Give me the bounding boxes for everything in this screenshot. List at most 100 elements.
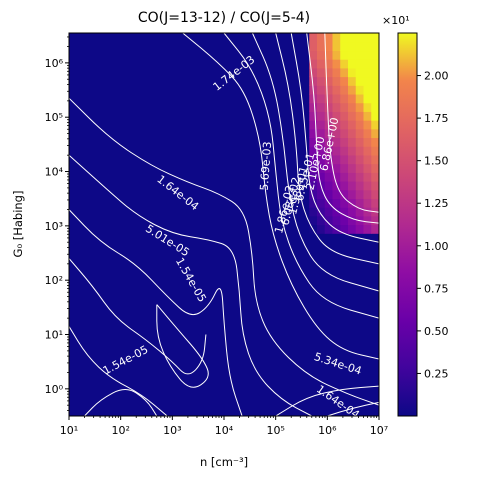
- colorbar-tick-label: 0.25: [424, 367, 449, 380]
- heatmap-cell: [332, 50, 341, 60]
- heatmap-cell: [363, 67, 372, 78]
- heatmap-cell: [317, 33, 326, 43]
- heatmap-cell: [355, 50, 365, 60]
- heatmap-cell: [371, 76, 379, 86]
- y-axis: 10⁰ 10¹ 10² 10³ 10⁴ 10⁵ 10⁶: [45, 36, 69, 411]
- heatmap-cell: [371, 67, 379, 78]
- heatmap-cell: [324, 215, 334, 226]
- heatmap-cell: [355, 172, 365, 182]
- heatmap-cell: [324, 224, 334, 234]
- x-tick-label: 10⁶: [318, 424, 337, 437]
- heatmap-cell: [317, 189, 326, 199]
- heatmap-cell: [371, 224, 379, 234]
- heatmap-cell: [355, 93, 365, 104]
- heatmap-cell: [317, 146, 326, 156]
- heatmap-cell: [340, 76, 349, 86]
- colorbar-tick-label: 1.50: [424, 155, 449, 168]
- heatmap-cell: [340, 93, 349, 104]
- heatmap-cell: [317, 128, 326, 139]
- heatmap-cell: [324, 102, 334, 112]
- heatmap-cell: [340, 207, 349, 217]
- heatmap-cell: [332, 128, 341, 139]
- heatmap-cell: [340, 146, 349, 156]
- heatmap-cell: [332, 41, 341, 52]
- heatmap-cell: [340, 180, 349, 191]
- heatmap-cell: [371, 189, 379, 199]
- heatmap-cell: [324, 189, 334, 199]
- heatmap-cell: [355, 85, 365, 95]
- heatmap-cell: [309, 172, 318, 182]
- heatmap-cell: [324, 93, 334, 104]
- heatmap-cell: [317, 50, 326, 60]
- heatmap-cell: [355, 67, 365, 78]
- heatmap-cell: [317, 93, 326, 104]
- heatmap-cell: [309, 163, 318, 173]
- colorbar-tick-label: 2.00: [424, 70, 449, 83]
- heatmap-cell: [309, 33, 318, 43]
- heatmap-cell: [309, 154, 318, 165]
- heatmap-cell: [340, 137, 349, 147]
- heatmap-cell: [340, 189, 349, 199]
- heatmap-cell: [317, 111, 326, 121]
- colorbar-tick-label: 1.75: [424, 112, 449, 125]
- heatmap-cell: [348, 102, 357, 112]
- heatmap-cell: [355, 154, 365, 165]
- heatmap-cell: [317, 163, 326, 173]
- heatmap-cell: [340, 215, 349, 226]
- heatmap-cell: [355, 163, 365, 173]
- heatmap-cell: [309, 59, 318, 69]
- heatmap-cell: [340, 59, 349, 69]
- heatmap-cell: [340, 224, 349, 234]
- heatmap-cell: [355, 111, 365, 121]
- heatmap-cell: [309, 67, 318, 78]
- chart-title: CO(J=13-12) / CO(J=5-4): [138, 10, 310, 26]
- heatmap-cell: [348, 172, 357, 182]
- heatmap-cell: [317, 215, 326, 226]
- heatmap-cell: [371, 180, 379, 191]
- colorbar-tick-label: 0.50: [424, 325, 449, 338]
- heatmap-cell: [340, 198, 349, 208]
- heatmap-cell: [309, 93, 318, 104]
- heatmap-cell: [348, 215, 357, 226]
- x-axis-label: n [cm⁻³]: [200, 455, 248, 469]
- y-tick-label: 10⁰: [45, 383, 64, 396]
- heatmap-cell: [371, 93, 379, 104]
- heatmap-cell: [324, 154, 334, 165]
- heatmap-cell: [332, 59, 341, 69]
- y-tick-label: 10²: [45, 274, 63, 287]
- heatmap-cell: [348, 33, 357, 43]
- contour-line: [306, 33, 379, 224]
- heatmap-cell: [348, 128, 357, 139]
- x-tick-label: 10³: [163, 424, 181, 437]
- heatmap-cell: [348, 67, 357, 78]
- heatmap-cell: [309, 102, 318, 112]
- heatmap-cell: [324, 111, 334, 121]
- heatmap-cell: [309, 189, 318, 199]
- heatmap-cell: [355, 33, 365, 43]
- contour-line: [251, 33, 379, 292]
- x-tick-label: 10⁴: [215, 424, 234, 437]
- heatmap-cell: [332, 67, 341, 78]
- y-tick-label: 10⁴: [45, 166, 64, 179]
- heatmap-cell: [324, 50, 334, 60]
- heatmap-cell: [332, 111, 341, 121]
- heatmap-cell: [309, 76, 318, 86]
- heatmap-cell: [317, 85, 326, 95]
- heatmap-cell: [324, 76, 334, 86]
- heatmap-cell: [324, 172, 334, 182]
- heatmap-cell: [324, 59, 334, 69]
- heatmap-cell: [324, 33, 334, 43]
- heatmap-cell: [309, 128, 318, 139]
- heatmap-cell: [340, 41, 349, 52]
- heatmap-cell: [348, 59, 357, 69]
- heatmap-cell: [340, 172, 349, 182]
- heatmap-cell: [355, 102, 365, 112]
- heatmap-cell: [317, 102, 326, 112]
- heatmap-cell: [340, 111, 349, 121]
- heatmap-cell: [324, 163, 334, 173]
- heatmap-cell: [348, 189, 357, 199]
- heatmap-cell: [309, 50, 318, 60]
- heatmap-cell: [355, 189, 365, 199]
- heatmap-cell: [363, 50, 372, 60]
- heatmap-cell: [363, 189, 372, 199]
